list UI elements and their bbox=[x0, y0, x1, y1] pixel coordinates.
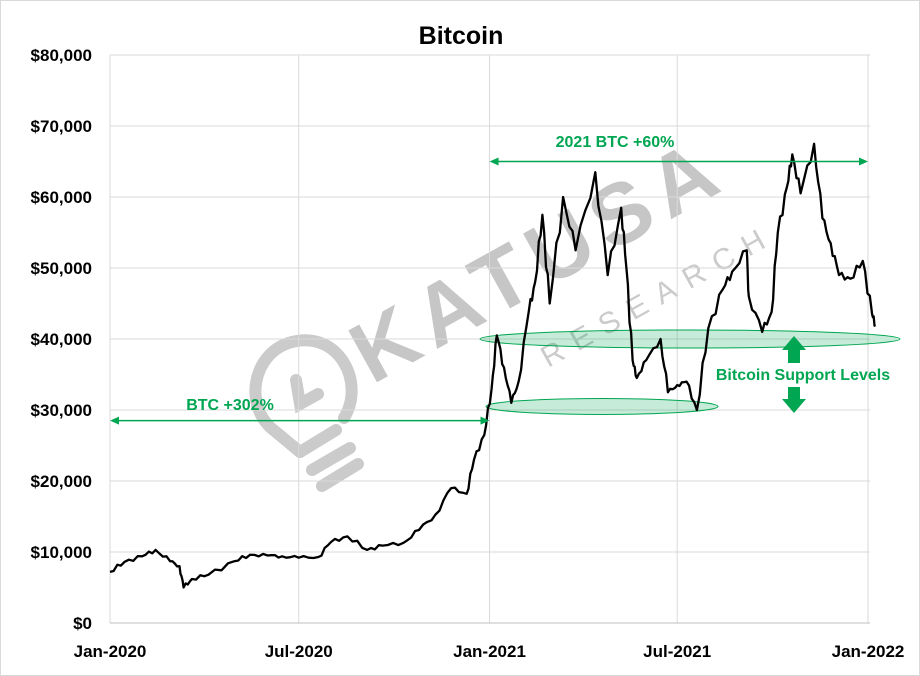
x-tick-label: Jan-2021 bbox=[453, 642, 526, 661]
x-tick-label: Jan-2020 bbox=[74, 642, 147, 661]
support-level-lower-ellipse bbox=[485, 397, 719, 415]
y-tick-label: $10,000 bbox=[31, 543, 92, 562]
y-tick-label: $30,000 bbox=[31, 401, 92, 420]
gridlines bbox=[109, 54, 870, 623]
x-tick-label: Jul-2021 bbox=[643, 642, 711, 661]
y-tick-label: $0 bbox=[73, 614, 92, 633]
support-levels-label: Bitcoin Support Levels bbox=[716, 367, 890, 384]
arrowhead-right-icon bbox=[480, 416, 490, 425]
support-level-upper-ellipse bbox=[479, 329, 901, 349]
y-tick-label: $70,000 bbox=[31, 117, 92, 136]
y-tick-label: $50,000 bbox=[31, 259, 92, 278]
y-axis-tick-labels: $0 $10,000 $20,000 $30,000 $40,000 $50,000 $60… bbox=[31, 46, 92, 633]
lightbulb-logo-icon bbox=[249, 334, 364, 492]
arrowhead-right-icon bbox=[859, 157, 868, 166]
x-tick-label: Jul-2020 bbox=[265, 642, 333, 661]
x-axis-tick-labels: Jan-2020 Jul-2020 Jan-2021 Jul-2021 Jan-2022 bbox=[74, 642, 905, 661]
chart-title: Bitcoin bbox=[419, 22, 504, 50]
x-tick-label: Jan-2022 bbox=[832, 642, 905, 661]
range-arrow-2021 bbox=[489, 157, 868, 166]
y-tick-label: $20,000 bbox=[31, 472, 92, 491]
y-tick-label: $60,000 bbox=[31, 188, 92, 207]
support-down-arrow-icon bbox=[782, 387, 806, 413]
bitcoin-price-line bbox=[109, 142, 877, 589]
range-2020-label: BTC +302% bbox=[186, 397, 274, 414]
support-up-arrow-icon bbox=[782, 336, 806, 363]
range-2021-label: 2021 BTC +60% bbox=[556, 134, 675, 151]
y-tick-label: $80,000 bbox=[31, 46, 92, 65]
arrowhead-left-icon bbox=[110, 416, 119, 425]
arrowhead-left-icon bbox=[489, 157, 499, 166]
y-tick-label: $40,000 bbox=[31, 330, 92, 349]
range-arrow-2020 bbox=[110, 416, 490, 425]
